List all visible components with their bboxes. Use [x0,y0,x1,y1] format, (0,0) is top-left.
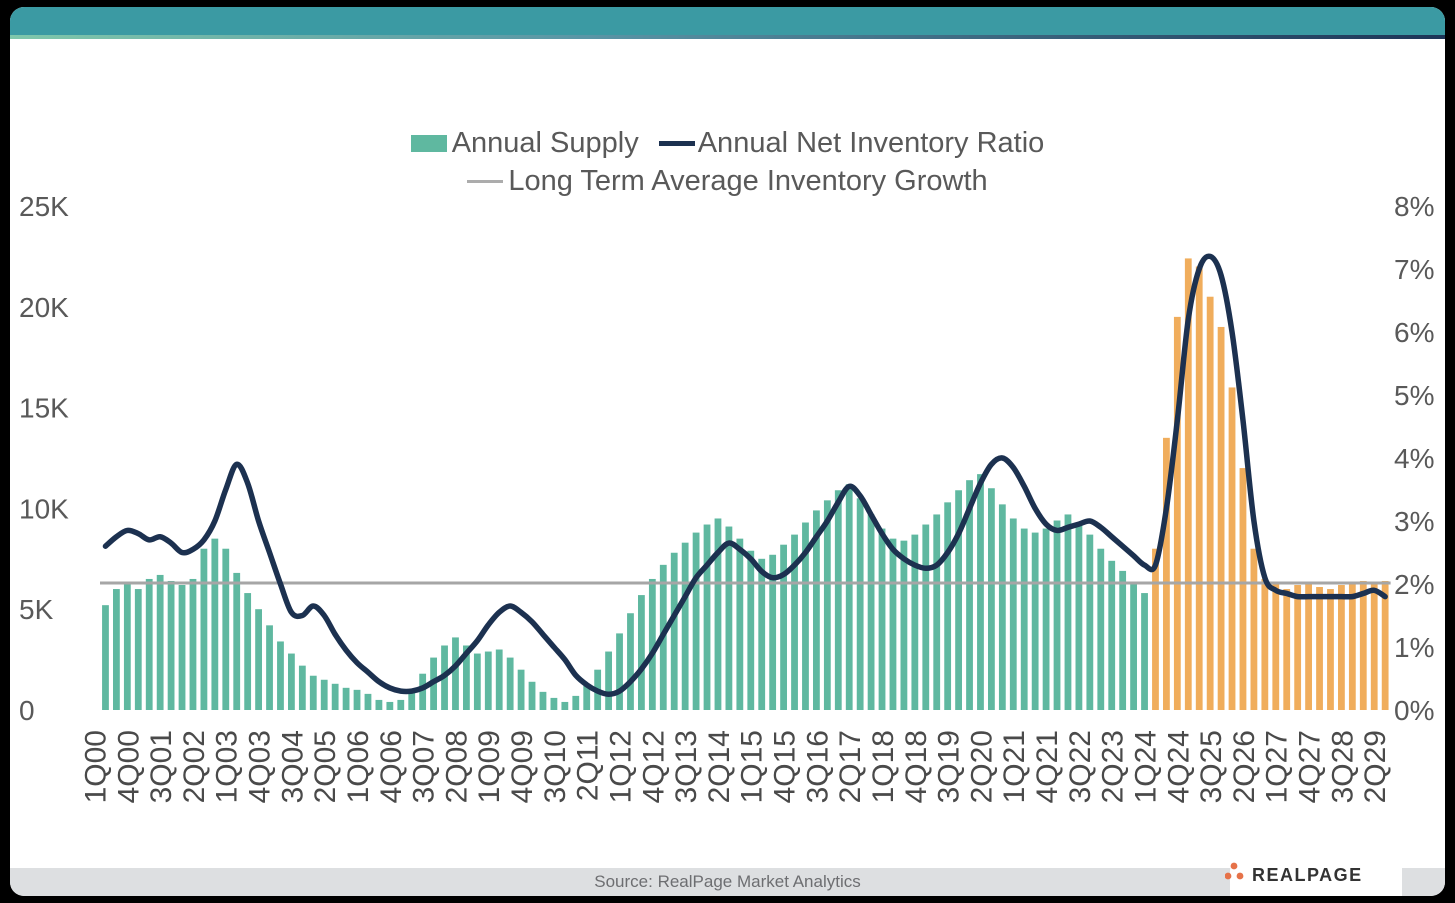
svg-text:1Q24: 1Q24 [1129,730,1162,803]
svg-text:4Q24: 4Q24 [1162,730,1195,803]
svg-text:2Q29: 2Q29 [1359,730,1392,803]
svg-text:4%: 4% [1394,443,1434,474]
svg-text:1%: 1% [1394,632,1434,663]
svg-text:4Q00: 4Q00 [112,730,145,803]
svg-text:2Q11: 2Q11 [572,730,605,801]
svg-text:4Q15: 4Q15 [769,730,802,803]
svg-text:3Q22: 3Q22 [1064,730,1097,803]
svg-text:8%: 8% [1394,191,1434,222]
svg-text:2Q17: 2Q17 [834,730,867,803]
svg-text:2Q23: 2Q23 [1097,730,1130,803]
svg-text:6%: 6% [1394,317,1434,348]
svg-text:3Q04: 3Q04 [276,730,309,803]
svg-text:1Q12: 1Q12 [604,730,637,803]
svg-text:3Q25: 3Q25 [1195,730,1228,803]
svg-text:4Q12: 4Q12 [637,730,670,803]
svg-text:15K: 15K [19,393,69,424]
svg-text:10K: 10K [19,493,69,524]
svg-text:2%: 2% [1394,569,1434,600]
svg-text:4Q21: 4Q21 [1031,730,1064,803]
svg-text:1Q21: 1Q21 [998,730,1031,803]
svg-text:3Q16: 3Q16 [801,730,834,803]
svg-text:4Q06: 4Q06 [375,730,408,803]
svg-text:1Q00: 1Q00 [79,730,112,803]
svg-text:3Q13: 3Q13 [670,730,703,803]
svg-text:4Q03: 4Q03 [244,730,277,803]
svg-text:4Q18: 4Q18 [900,730,933,803]
svg-text:2Q20: 2Q20 [965,730,998,803]
svg-text:0%: 0% [1394,695,1434,726]
svg-text:1Q15: 1Q15 [736,730,769,803]
svg-text:4Q09: 4Q09 [506,730,539,803]
svg-text:2Q08: 2Q08 [440,730,473,803]
svg-text:1Q27: 1Q27 [1261,730,1294,803]
svg-text:1Q09: 1Q09 [473,730,506,803]
svg-text:4Q27: 4Q27 [1294,730,1327,803]
svg-text:5K: 5K [19,594,54,625]
svg-text:2Q02: 2Q02 [178,730,211,803]
svg-text:7%: 7% [1394,254,1434,285]
svg-text:3Q07: 3Q07 [408,730,441,803]
svg-text:1Q06: 1Q06 [342,730,375,803]
svg-text:3%: 3% [1394,506,1434,537]
svg-text:3Q19: 3Q19 [933,730,966,803]
svg-text:3Q28: 3Q28 [1326,730,1359,803]
svg-text:25K: 25K [19,191,69,222]
svg-text:REALPAGE: REALPAGE [1252,865,1363,885]
svg-text:1Q03: 1Q03 [211,730,244,803]
svg-text:20K: 20K [19,292,69,323]
svg-text:3Q01: 3Q01 [145,730,178,803]
svg-text:1Q18: 1Q18 [867,730,900,803]
svg-text:2Q26: 2Q26 [1228,730,1261,803]
svg-text:2Q14: 2Q14 [703,730,736,803]
svg-text:0: 0 [19,695,35,726]
svg-text:3Q10: 3Q10 [539,730,572,803]
svg-text:2Q05: 2Q05 [309,730,342,803]
svg-text:5%: 5% [1394,380,1434,411]
